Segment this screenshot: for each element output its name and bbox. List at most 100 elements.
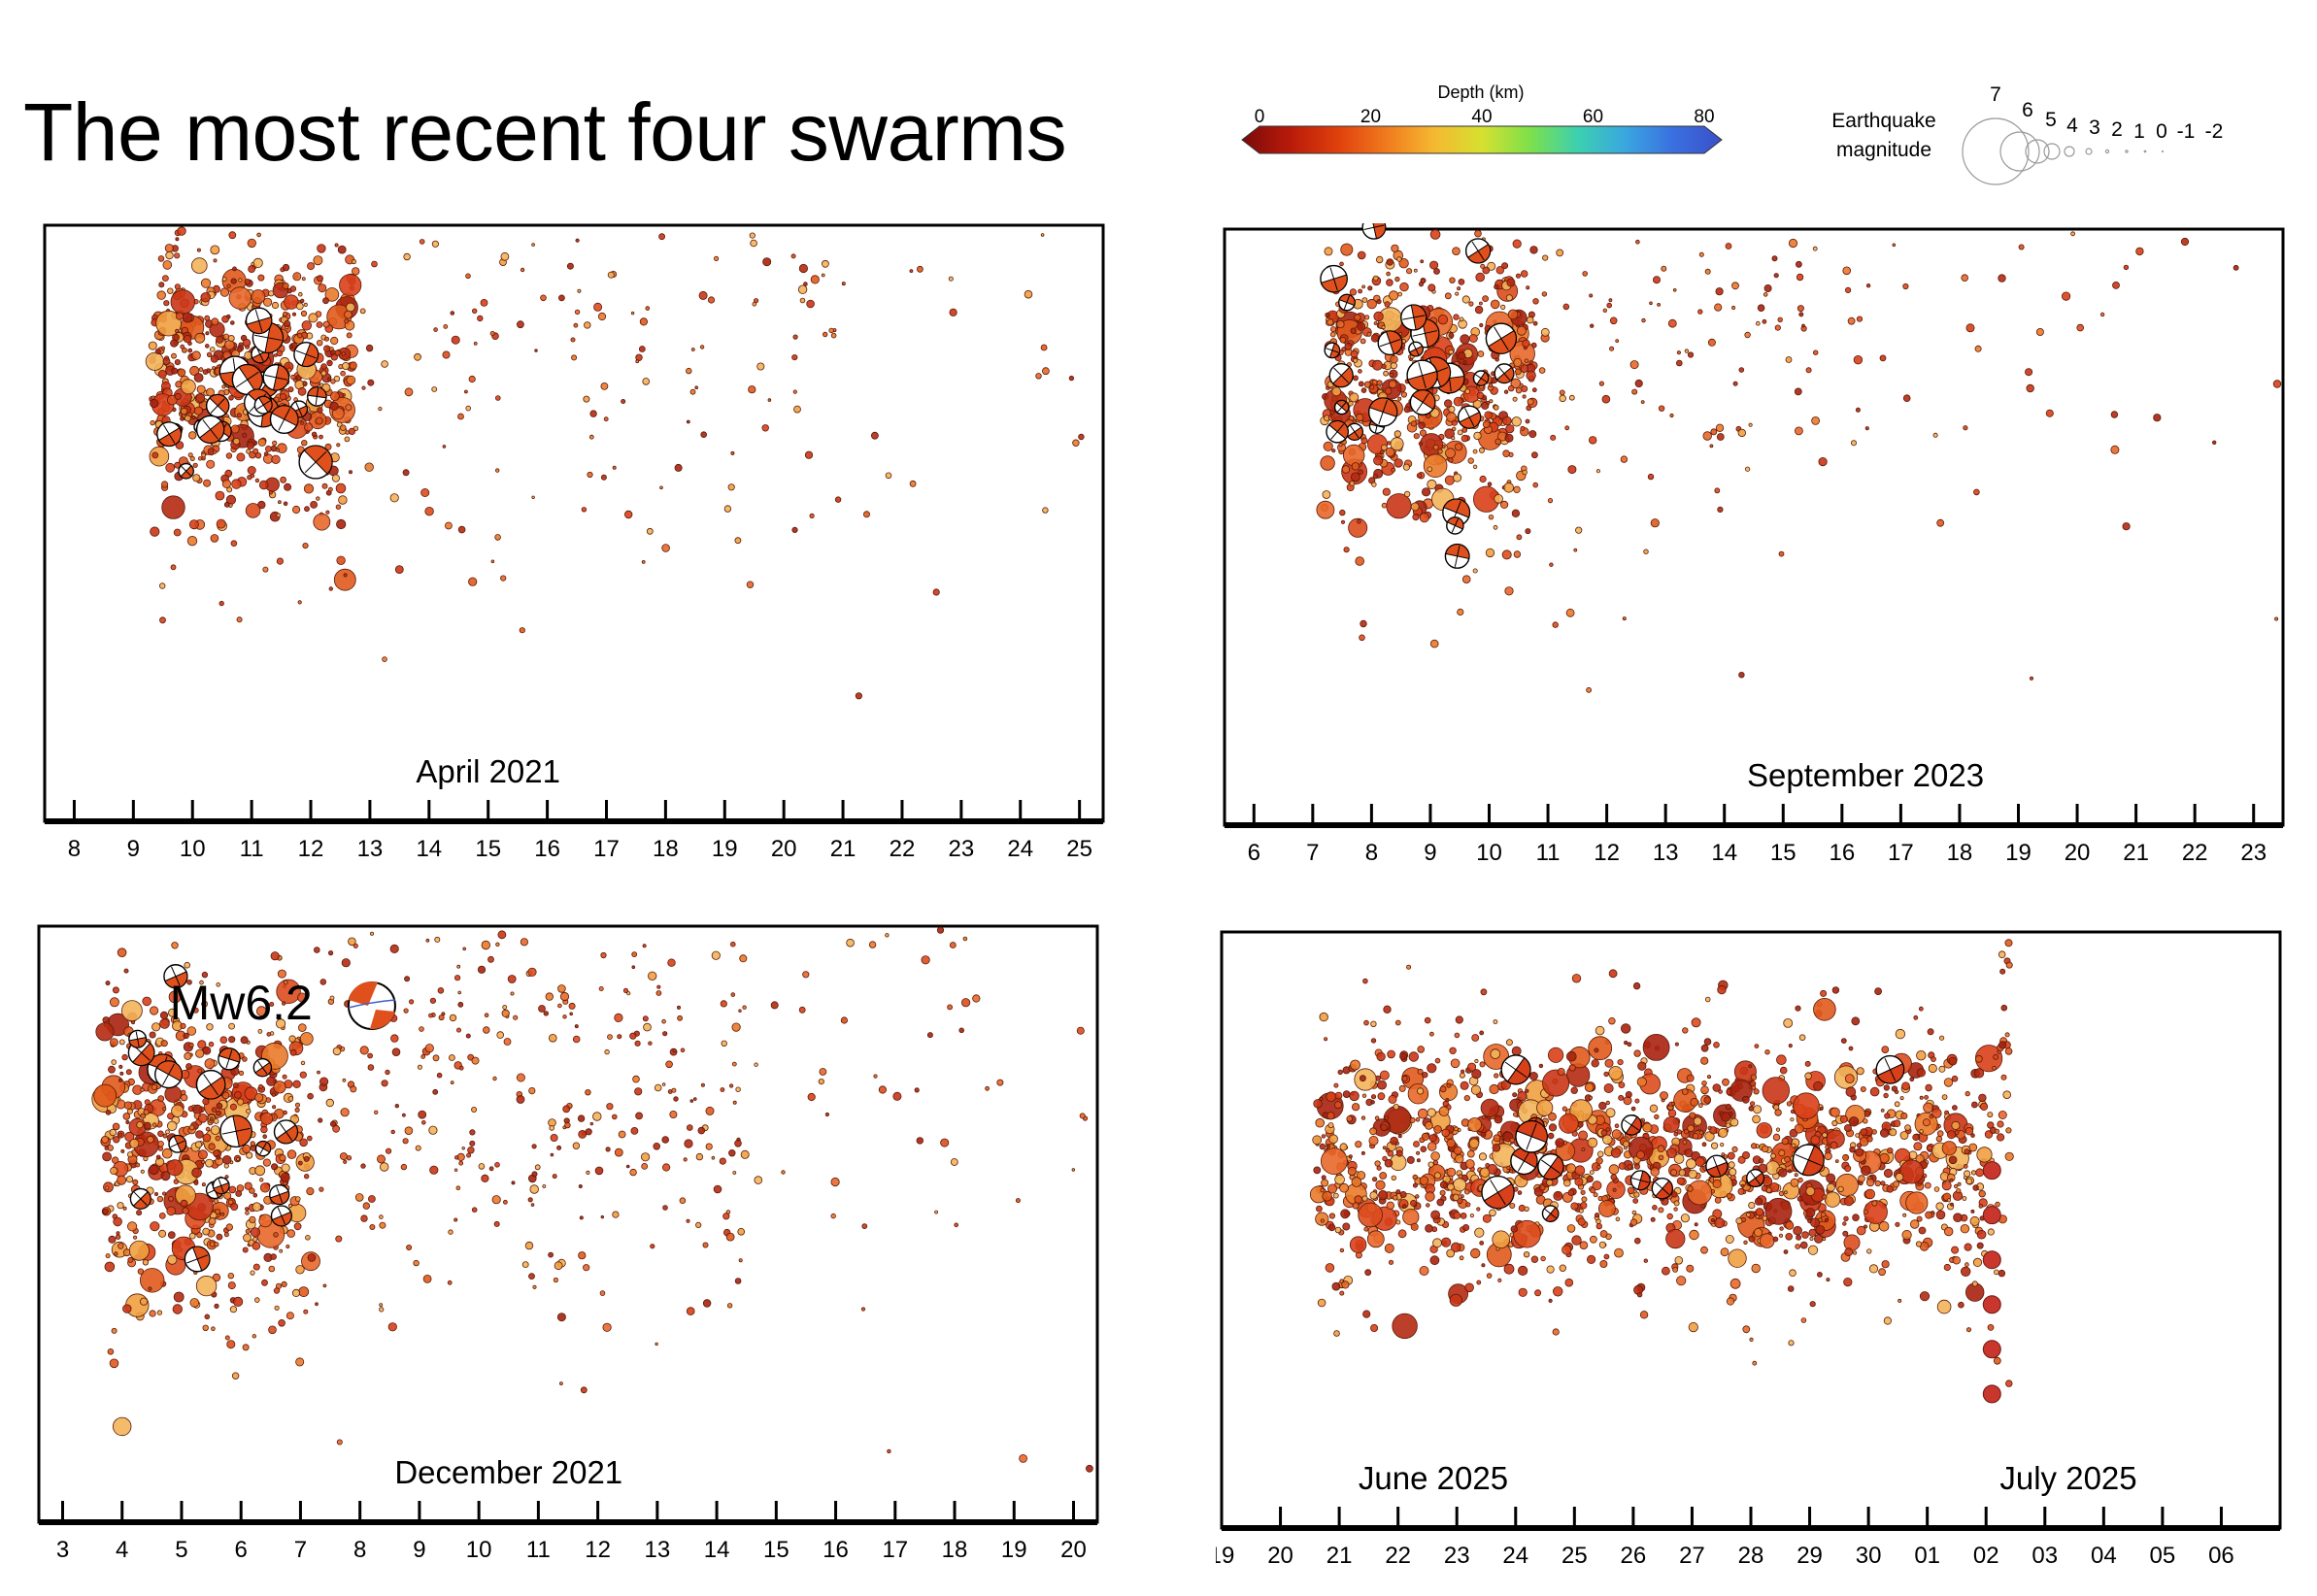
earthquake-dot (524, 1241, 534, 1250)
earthquake-dot (329, 995, 335, 1001)
earthquake-dot (162, 1133, 168, 1139)
earthquake-dot (1964, 1148, 1970, 1155)
earthquake-dot (1360, 619, 1367, 628)
earthquake-dot (266, 1076, 277, 1086)
magnitude-label-item: 6 (2022, 99, 2033, 121)
earthquake-dot (285, 1312, 294, 1320)
earthquake-dot (233, 1296, 244, 1307)
earthquake-dot (1468, 301, 1474, 307)
earthquake-dot (1478, 447, 1485, 453)
earthquake-dot (1324, 1037, 1328, 1042)
earthquake-dot (1815, 1224, 1826, 1235)
earthquake-dot (162, 1107, 167, 1112)
earthquake-dot (403, 1008, 409, 1014)
earthquake-dot (270, 951, 280, 961)
earthquake-dot (934, 1210, 938, 1214)
earthquake-dot (1432, 444, 1439, 450)
earthquake-dot (734, 537, 742, 545)
earthquake-dot (940, 1138, 950, 1147)
earthquake-dot (303, 483, 315, 494)
earthquake-dot (1804, 1072, 1812, 1081)
earthquake-dot (1805, 1186, 1816, 1197)
earthquake-dot (594, 1166, 604, 1176)
earthquake-dot (1476, 1207, 1481, 1212)
earthquake-dot (1360, 387, 1367, 393)
earthquake-dot (1899, 1159, 1925, 1184)
earthquake-dot (229, 1306, 237, 1313)
earthquake-dot (1633, 1163, 1640, 1170)
earthquake-dot (1339, 336, 1347, 344)
earthquake-dot (1900, 1112, 1908, 1120)
earthquake-dot (1462, 360, 1467, 365)
earthquake-dot (1590, 1187, 1596, 1194)
earthquake-dot (1561, 1245, 1572, 1255)
earthquake-dot (1904, 1124, 1911, 1131)
earthquake-dot (1778, 1233, 1784, 1238)
magnitude-legend: Earthquake magnitude 7 6 5 4 3 2 1 0 -1 -2 (1816, 80, 2243, 196)
earthquake-dot (1444, 428, 1456, 440)
x-tick-label: 26 (1621, 1543, 1647, 1569)
x-tick-label: 16 (823, 1537, 849, 1563)
earthquake-dot (614, 1147, 623, 1157)
earthquake-dot (330, 353, 338, 361)
earthquake-dot (1910, 1219, 1920, 1229)
earthquake-dot (972, 994, 981, 1003)
earthquake-dot (1812, 246, 1818, 251)
earthquake-dot (1461, 295, 1470, 304)
earthquake-dot (481, 940, 491, 950)
earthquake-dot (1674, 1255, 1684, 1265)
earthquake-dot (150, 1221, 160, 1232)
earthquake-dot (1830, 1107, 1840, 1117)
earthquake-dot (118, 1078, 123, 1082)
earthquake-dot (1538, 1063, 1544, 1069)
earthquake-dot (173, 528, 182, 537)
earthquake-dot (101, 1135, 109, 1144)
earthquake-dot (274, 1305, 280, 1311)
earthquake-dot (1715, 287, 1724, 296)
earthquake-dot (806, 299, 815, 309)
x-tick-label: 29 (1797, 1543, 1823, 1569)
earthquake-dot (607, 271, 615, 279)
earthquake-dot (1944, 1226, 1954, 1237)
earthquake-dot (1683, 1128, 1690, 1135)
earthquake-dot (1881, 1046, 1890, 1053)
earthquake-dot (1972, 1257, 1983, 1267)
earthquake-dot (577, 288, 582, 293)
earthquake-dot (322, 1283, 327, 1288)
earthquake-dot (1340, 519, 1346, 524)
earthquake-dot (1422, 487, 1431, 497)
earthquake-dot (1874, 1180, 1881, 1187)
earthquake-dot (385, 1069, 390, 1076)
earthquake-dot (1658, 1207, 1664, 1214)
earthquake-dot (273, 1287, 281, 1294)
earthquake-dot (1727, 1151, 1735, 1160)
earthquake-dot (1395, 1189, 1401, 1195)
earthquake-dot (1729, 1278, 1741, 1289)
earthquake-dot (1336, 319, 1345, 329)
earthquake-dot (1848, 1116, 1860, 1127)
earthquake-dot (1480, 988, 1488, 996)
earthquake-dot (1971, 1280, 1978, 1287)
earthquake-dot (1993, 1269, 1999, 1276)
earthquake-dot (354, 1193, 364, 1202)
earthquake-dot (1588, 1095, 1593, 1100)
earthquake-dot (1855, 407, 1861, 413)
earthquake-dot (1319, 1143, 1326, 1150)
earthquake-dot (1982, 1161, 2001, 1180)
earthquake-dot (166, 1159, 184, 1177)
focal-mechanism-icon (128, 1029, 148, 1048)
depth-tick-label: 20 (1360, 107, 1381, 127)
earthquake-dot (1525, 528, 1531, 535)
earthquake-dot (286, 1149, 297, 1159)
earthquake-dot (118, 1039, 125, 1046)
x-tick-label: 14 (416, 836, 442, 862)
earthquake-dot (557, 984, 566, 993)
earthquake-dot (809, 513, 815, 518)
earthquake-dot (261, 1279, 268, 1286)
earthquake-dot (149, 1031, 156, 1039)
earthquake-dot (1858, 1175, 1865, 1182)
earthquake-dot (1889, 1128, 1897, 1137)
earthquake-dot (1923, 1102, 1933, 1114)
earthquake-dot (798, 1006, 806, 1014)
earthquake-dot (469, 1129, 476, 1136)
